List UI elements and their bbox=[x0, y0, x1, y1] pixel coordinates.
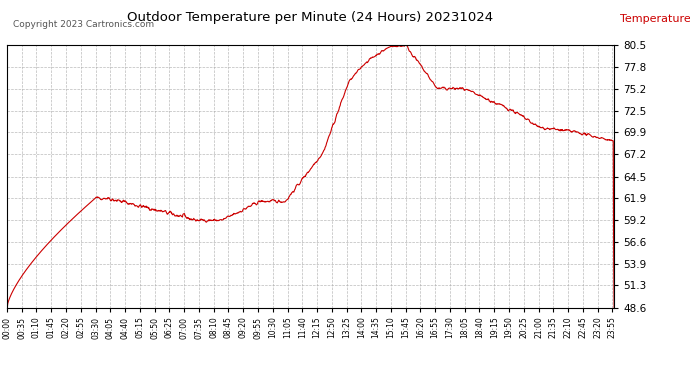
Text: Temperature  (°F): Temperature (°F) bbox=[620, 14, 690, 24]
Text: Outdoor Temperature per Minute (24 Hours) 20231024: Outdoor Temperature per Minute (24 Hours… bbox=[128, 11, 493, 24]
Text: Copyright 2023 Cartronics.com: Copyright 2023 Cartronics.com bbox=[13, 20, 154, 29]
